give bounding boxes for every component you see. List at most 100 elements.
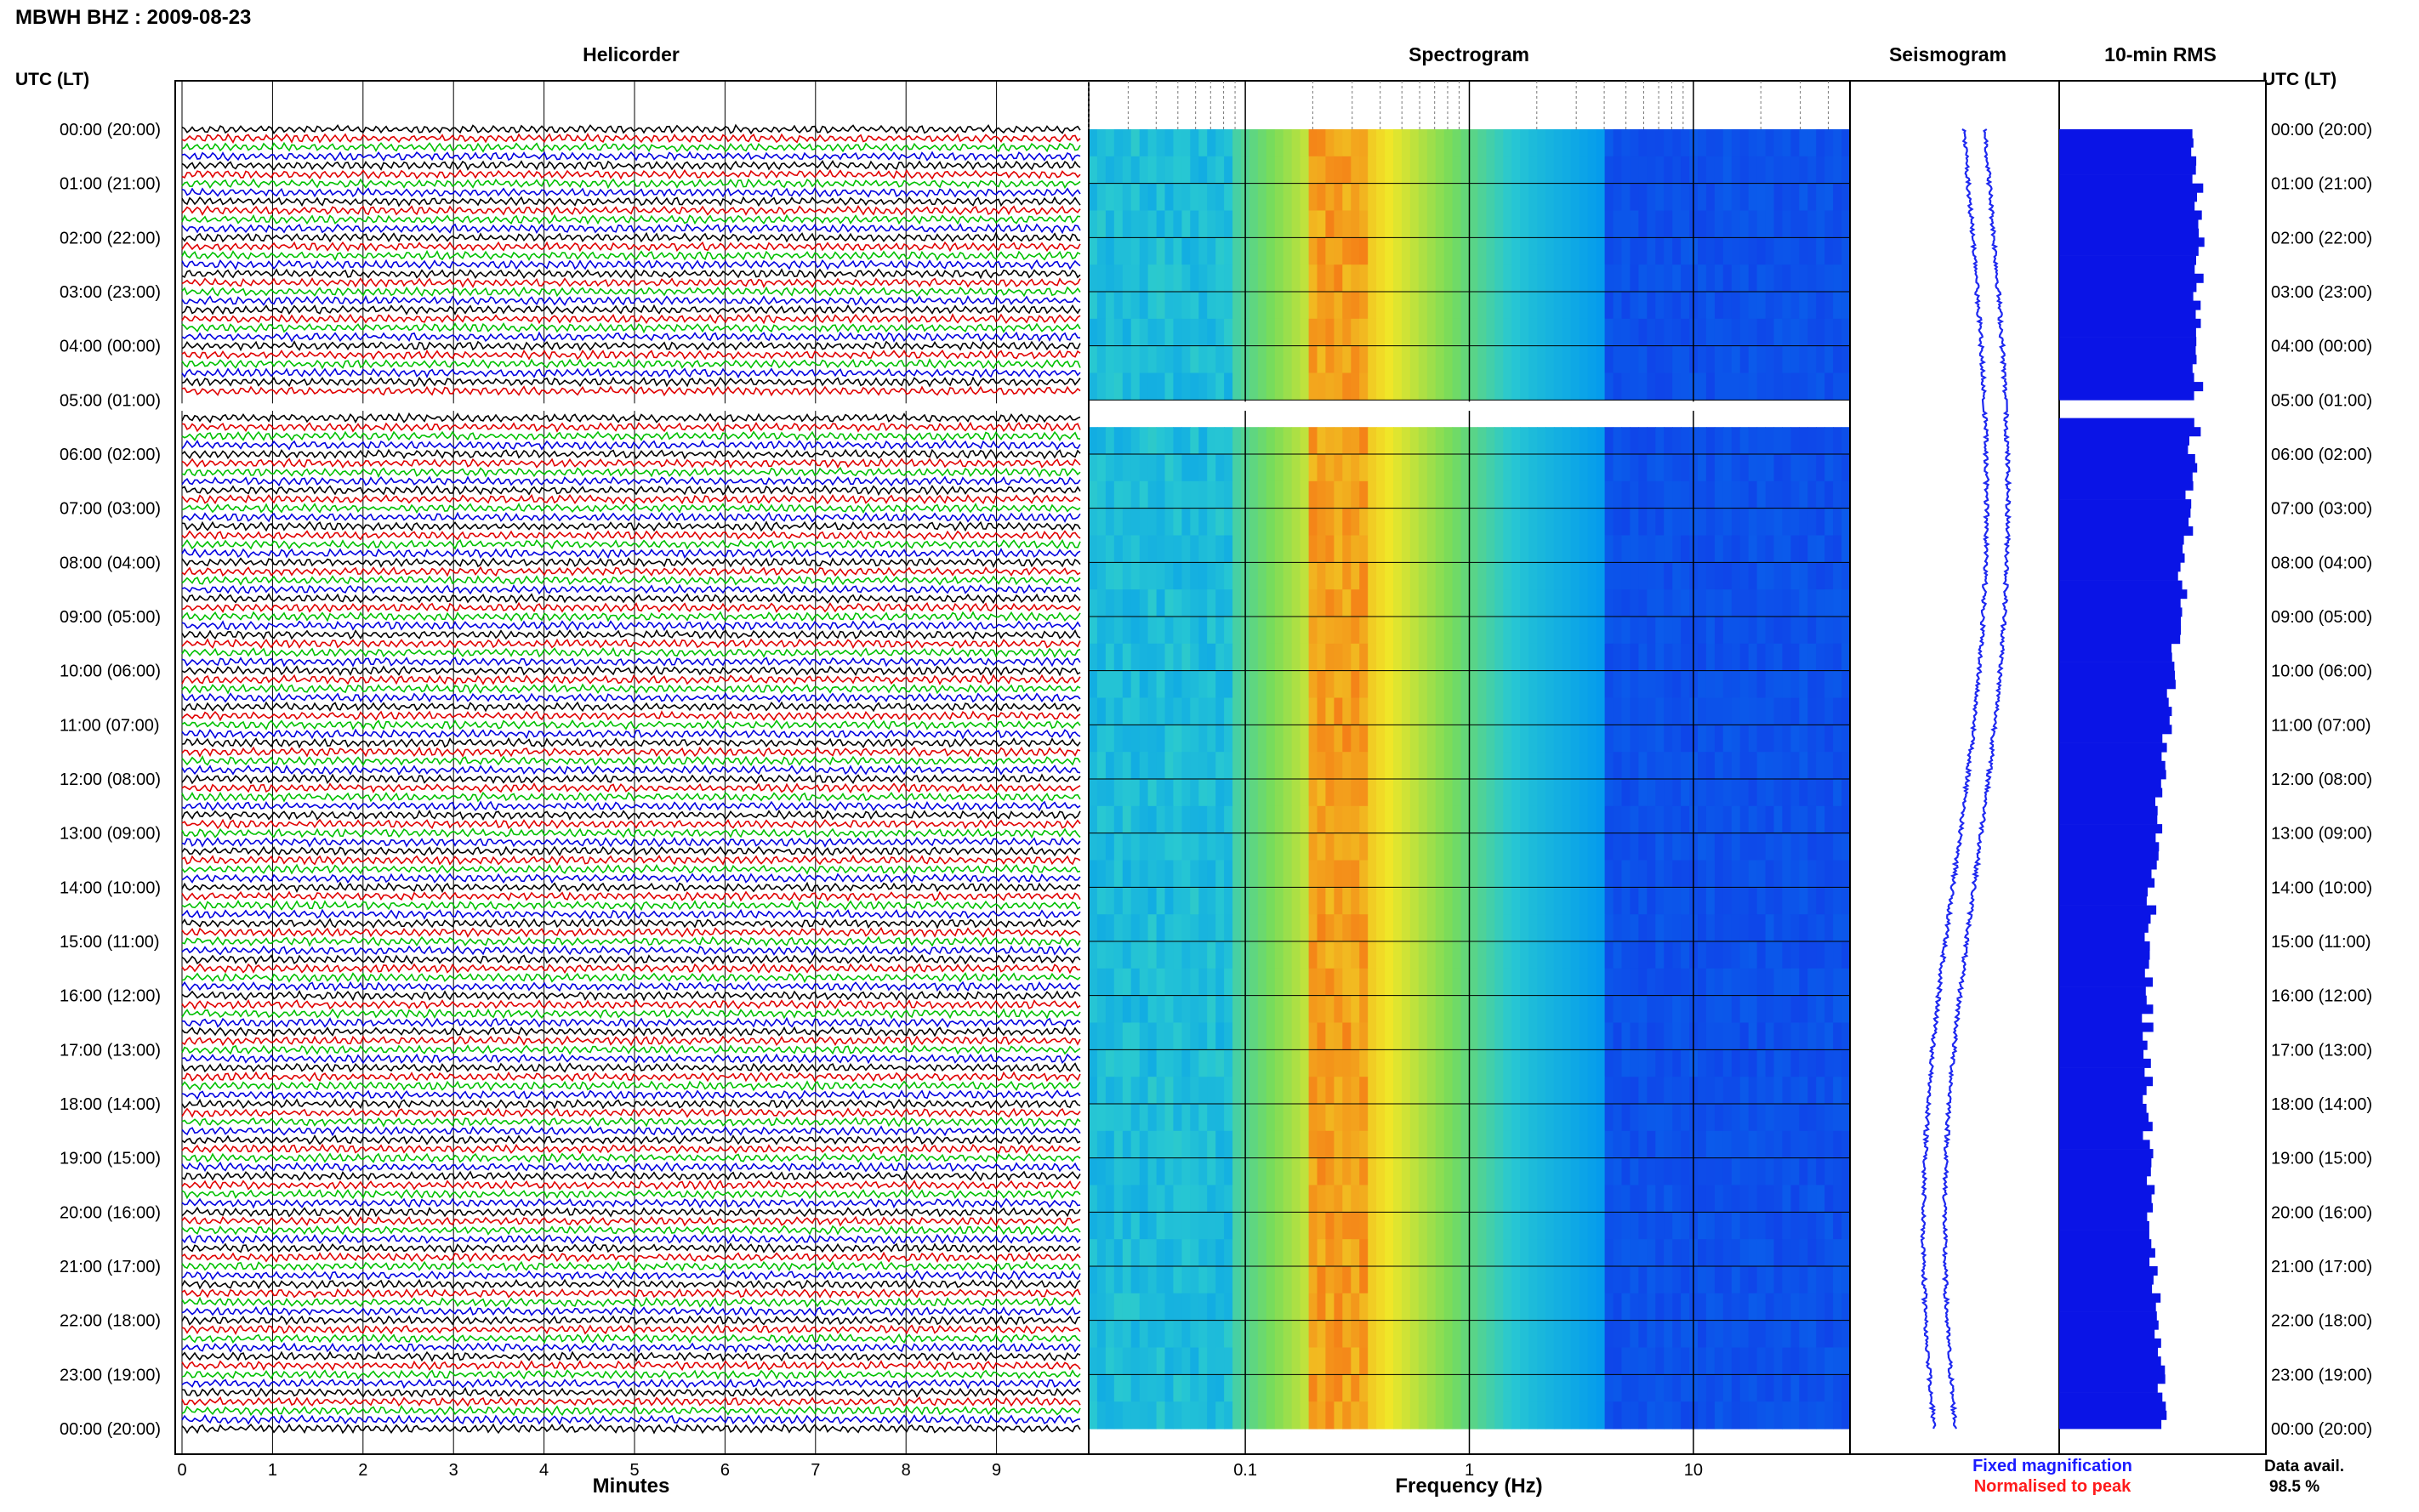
spectrogram-cell xyxy=(1731,562,1741,590)
spectrogram-cell xyxy=(1672,210,1682,238)
spectrogram-cell xyxy=(1426,617,1437,645)
spectrogram-cell xyxy=(1833,887,1842,915)
spectrogram-cell xyxy=(1435,617,1445,645)
spectrogram-cell xyxy=(1190,237,1199,265)
spectrogram-cell xyxy=(1308,318,1318,347)
spectrogram-cell xyxy=(1291,237,1301,265)
spectrogram-cell xyxy=(1748,1130,1758,1159)
rms-bar xyxy=(2059,733,2163,743)
spectrogram-cell xyxy=(1773,535,1783,563)
spectrogram-cell xyxy=(1368,427,1377,455)
helicorder-trace xyxy=(181,791,1081,803)
spectrogram-cell xyxy=(1816,670,1825,699)
spectrogram-cell xyxy=(1460,345,1471,374)
spectrogram-cell xyxy=(1300,427,1310,455)
spectrogram-cell xyxy=(1443,508,1454,537)
spectrogram-cell xyxy=(1630,156,1639,185)
spectrogram-cell xyxy=(1621,318,1631,347)
spectrogram-cell xyxy=(1113,562,1124,590)
spectrogram-cell xyxy=(1748,480,1758,509)
spectrogram-cell xyxy=(1655,1077,1665,1105)
spectrogram-cell xyxy=(1655,995,1665,1024)
spectrogram-cell xyxy=(1833,941,1842,969)
spectrogram-cell xyxy=(1409,1022,1420,1050)
spectrogram-cell xyxy=(1300,1293,1310,1322)
helicorder-trace xyxy=(181,1395,1081,1407)
spectrogram-cell xyxy=(1393,1104,1403,1132)
spectrogram-cell xyxy=(1147,617,1158,645)
spectrogram-cell xyxy=(1520,1157,1529,1186)
spectrogram-cell xyxy=(1638,535,1648,563)
spectrogram-cell xyxy=(1291,697,1301,725)
spectrogram-cell xyxy=(1494,1049,1504,1077)
spectrogram-cell xyxy=(1249,1401,1259,1430)
spectrogram-cell xyxy=(1368,860,1377,888)
spectrogram-cell xyxy=(1173,887,1182,915)
spectrogram-cell xyxy=(1198,562,1208,590)
spectrogram-cell xyxy=(1579,1374,1589,1402)
spectrogram-cell xyxy=(1105,264,1115,293)
rms-bar xyxy=(2059,480,2194,491)
spectrogram-cell xyxy=(1824,1374,1834,1402)
spectrogram-cell xyxy=(1841,1130,1851,1159)
spectrogram-cell xyxy=(1359,508,1369,537)
spectrogram-cell xyxy=(1731,589,1741,617)
spectrogram-cell xyxy=(1613,345,1623,374)
spectrogram-cell xyxy=(1570,1347,1580,1375)
spectrogram-cell xyxy=(1308,129,1318,157)
spectrogram-cell xyxy=(1528,805,1538,834)
spectrogram-cell xyxy=(1705,833,1716,861)
spectrogram-cell xyxy=(1647,617,1656,645)
spectrogram-cell xyxy=(1147,1374,1158,1402)
spectrogram-cell xyxy=(1096,508,1107,537)
spectrogram-cell xyxy=(1308,805,1318,834)
spectrogram-cell xyxy=(1122,941,1132,969)
spectrogram-cell xyxy=(1207,1401,1216,1430)
spectrogram-cell xyxy=(1257,887,1267,915)
spectrogram-cell xyxy=(1841,535,1851,563)
spectrogram-cell xyxy=(1655,372,1665,401)
spectrogram-cell xyxy=(1325,156,1335,185)
spectrogram-cell xyxy=(1325,372,1335,401)
spectrogram-cell xyxy=(1596,454,1606,482)
spectrogram-cell xyxy=(1621,129,1631,157)
spectrogram-cell xyxy=(1173,968,1182,997)
spectrogram-cell xyxy=(1824,372,1834,401)
spectrogram-cell xyxy=(1621,1239,1631,1267)
spectrogram-cell xyxy=(1773,1077,1783,1105)
spectrogram-cell xyxy=(1570,752,1580,780)
spectrogram-cell xyxy=(1664,589,1673,617)
spectrogram-cell xyxy=(1773,318,1783,347)
spectrogram-cell xyxy=(1604,535,1614,563)
spectrogram-cell xyxy=(1630,968,1639,997)
spectrogram-cell xyxy=(1089,670,1098,699)
spectrogram-cell xyxy=(1190,887,1199,915)
spectrogram-cell xyxy=(1351,427,1360,455)
rms-bar xyxy=(2059,472,2193,482)
helicorder-trace xyxy=(181,719,1081,730)
spectrogram-cell xyxy=(1790,779,1800,807)
helicorder-trace xyxy=(181,1161,1081,1173)
spectrogram-cell xyxy=(1756,156,1767,185)
spectrogram-cell xyxy=(1503,264,1512,293)
helicorder-trace xyxy=(181,1386,1081,1398)
spectrogram-cell xyxy=(1164,697,1174,725)
spectrogram-cell xyxy=(1215,210,1225,238)
spectrogram-cell xyxy=(1266,318,1276,347)
spectrogram-cell xyxy=(1207,643,1216,672)
spectrogram-cell xyxy=(1435,887,1445,915)
spectrogram-cell xyxy=(1731,1022,1741,1050)
spectrogram-cell xyxy=(1249,968,1259,997)
spectrogram-cell xyxy=(1638,1130,1648,1159)
spectrogram-cell xyxy=(1553,805,1563,834)
spectrogram-cell xyxy=(1587,643,1597,672)
spectrogram-cell xyxy=(1739,454,1750,482)
spectrogram-cell xyxy=(1266,156,1276,185)
spectrogram-cell xyxy=(1283,1049,1293,1077)
spectrogram-cell xyxy=(1545,670,1555,699)
spectrogram-cell xyxy=(1705,210,1716,238)
spectrogram-cell xyxy=(1130,156,1141,185)
spectrogram-cell xyxy=(1833,1185,1842,1213)
spectrogram-cell xyxy=(1249,725,1259,753)
spectrogram-cell xyxy=(1824,129,1834,157)
